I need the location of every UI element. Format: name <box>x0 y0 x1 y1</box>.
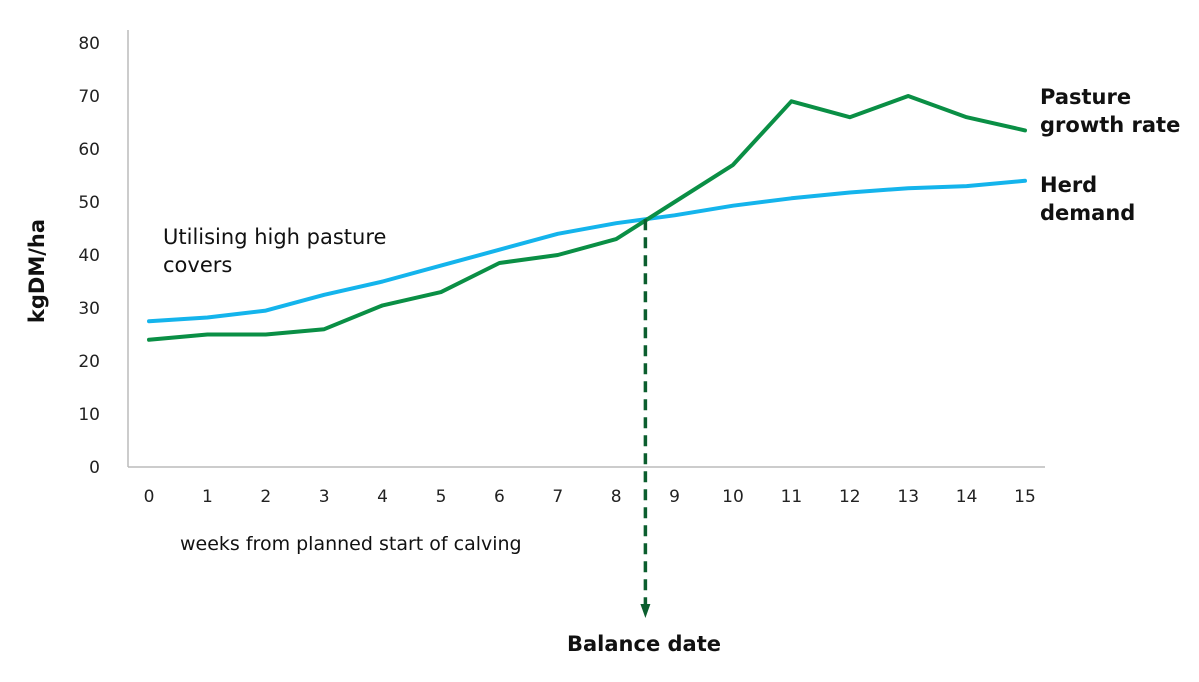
x-tick-label: 4 <box>377 487 388 507</box>
y-tick-label: 50 <box>78 193 100 213</box>
x-tick-label: 8 <box>611 487 622 507</box>
balance-date-arrowhead <box>640 604 651 618</box>
series-label-pasture-line-1: Pasture <box>1040 85 1131 109</box>
y-tick-label: 60 <box>78 140 100 160</box>
x-tick-label: 0 <box>144 487 155 507</box>
series-lines <box>147 94 1027 342</box>
series-line-pasture-growth-rate <box>147 94 1027 342</box>
annotation-line-2: covers <box>163 253 232 277</box>
annotation-utilising: Utilising high pasture covers <box>163 225 393 277</box>
series-label-herd-line-1: Herd <box>1040 173 1097 197</box>
x-tick-label: 6 <box>494 487 505 507</box>
y-axis-title: kgDM/ha <box>25 219 49 323</box>
balance-date-label: Balance date <box>567 632 721 656</box>
series-line-herd-demand <box>147 178 1027 324</box>
x-tick-label: 13 <box>897 487 919 507</box>
series-label-herd-demand: Herd demand <box>1040 173 1135 225</box>
y-tick-label: 40 <box>78 246 100 266</box>
y-tick-label: 80 <box>78 34 100 54</box>
y-tick-label: 30 <box>78 299 100 319</box>
x-tick-label: 3 <box>319 487 330 507</box>
x-tick-label: 14 <box>956 487 978 507</box>
x-tick-label: 10 <box>722 487 744 507</box>
x-tick-label: 7 <box>552 487 563 507</box>
y-tick-label: 10 <box>78 405 100 425</box>
x-tick-label: 1 <box>202 487 213 507</box>
axes <box>127 30 1045 468</box>
x-tick-label: 9 <box>669 487 680 507</box>
x-axis-title: weeks from planned start of calving <box>180 533 522 555</box>
series-label-pasture-line-2: growth rate <box>1040 113 1180 137</box>
x-tick-label: 15 <box>1014 487 1036 507</box>
x-tick-label: 2 <box>260 487 271 507</box>
x-tick-label: 12 <box>839 487 861 507</box>
x-tick-label: 5 <box>436 487 447 507</box>
y-tick-label: 70 <box>78 87 100 107</box>
series-label-herd-line-2: demand <box>1040 201 1135 225</box>
x-tick-label: 11 <box>781 487 803 507</box>
y-tick-label: 20 <box>78 352 100 372</box>
annotation-line-1: Utilising high pasture <box>163 225 386 249</box>
series-label-pasture-growth-rate: Pasture growth rate <box>1040 85 1180 137</box>
y-tick-labels: 0 10 20 30 40 50 60 70 80 <box>78 34 100 478</box>
x-tick-labels: 0 1 2 3 4 5 6 7 8 9 10 11 12 13 14 15 <box>144 487 1036 507</box>
y-tick-label: 0 <box>89 458 100 478</box>
